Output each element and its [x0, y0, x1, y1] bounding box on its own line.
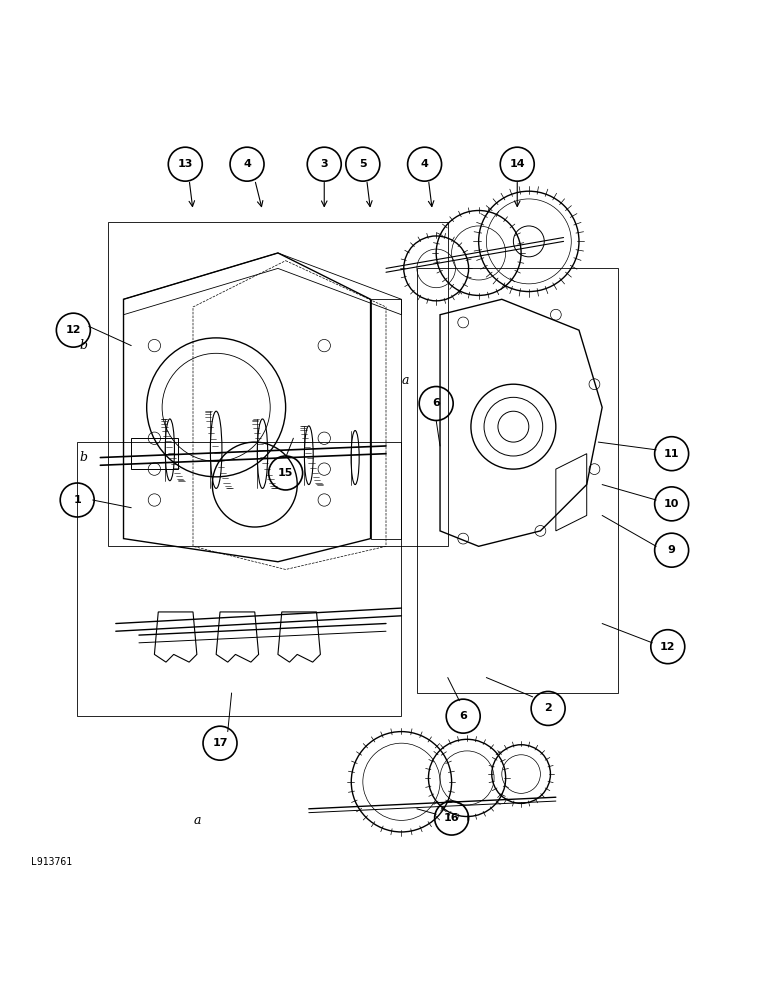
Text: 11: 11 — [664, 449, 679, 459]
Text: 13: 13 — [178, 159, 193, 169]
Text: 12: 12 — [660, 642, 676, 652]
Text: 14: 14 — [510, 159, 525, 169]
Text: 4: 4 — [421, 159, 428, 169]
Text: 2: 2 — [544, 703, 552, 713]
Text: 1: 1 — [73, 495, 81, 505]
Text: 5: 5 — [359, 159, 367, 169]
Text: a: a — [401, 374, 409, 387]
Text: b: b — [80, 451, 87, 464]
Text: a: a — [193, 814, 201, 827]
Text: 15: 15 — [278, 468, 293, 478]
Text: 10: 10 — [664, 499, 679, 509]
Text: 4: 4 — [243, 159, 251, 169]
Text: 17: 17 — [212, 738, 228, 748]
Text: 3: 3 — [320, 159, 328, 169]
Text: 12: 12 — [66, 325, 81, 335]
Text: b: b — [80, 339, 87, 352]
Text: 16: 16 — [444, 813, 459, 823]
Text: 6: 6 — [459, 711, 467, 721]
Text: 6: 6 — [432, 398, 440, 408]
Text: 9: 9 — [668, 545, 676, 555]
Text: L913761: L913761 — [31, 857, 72, 867]
